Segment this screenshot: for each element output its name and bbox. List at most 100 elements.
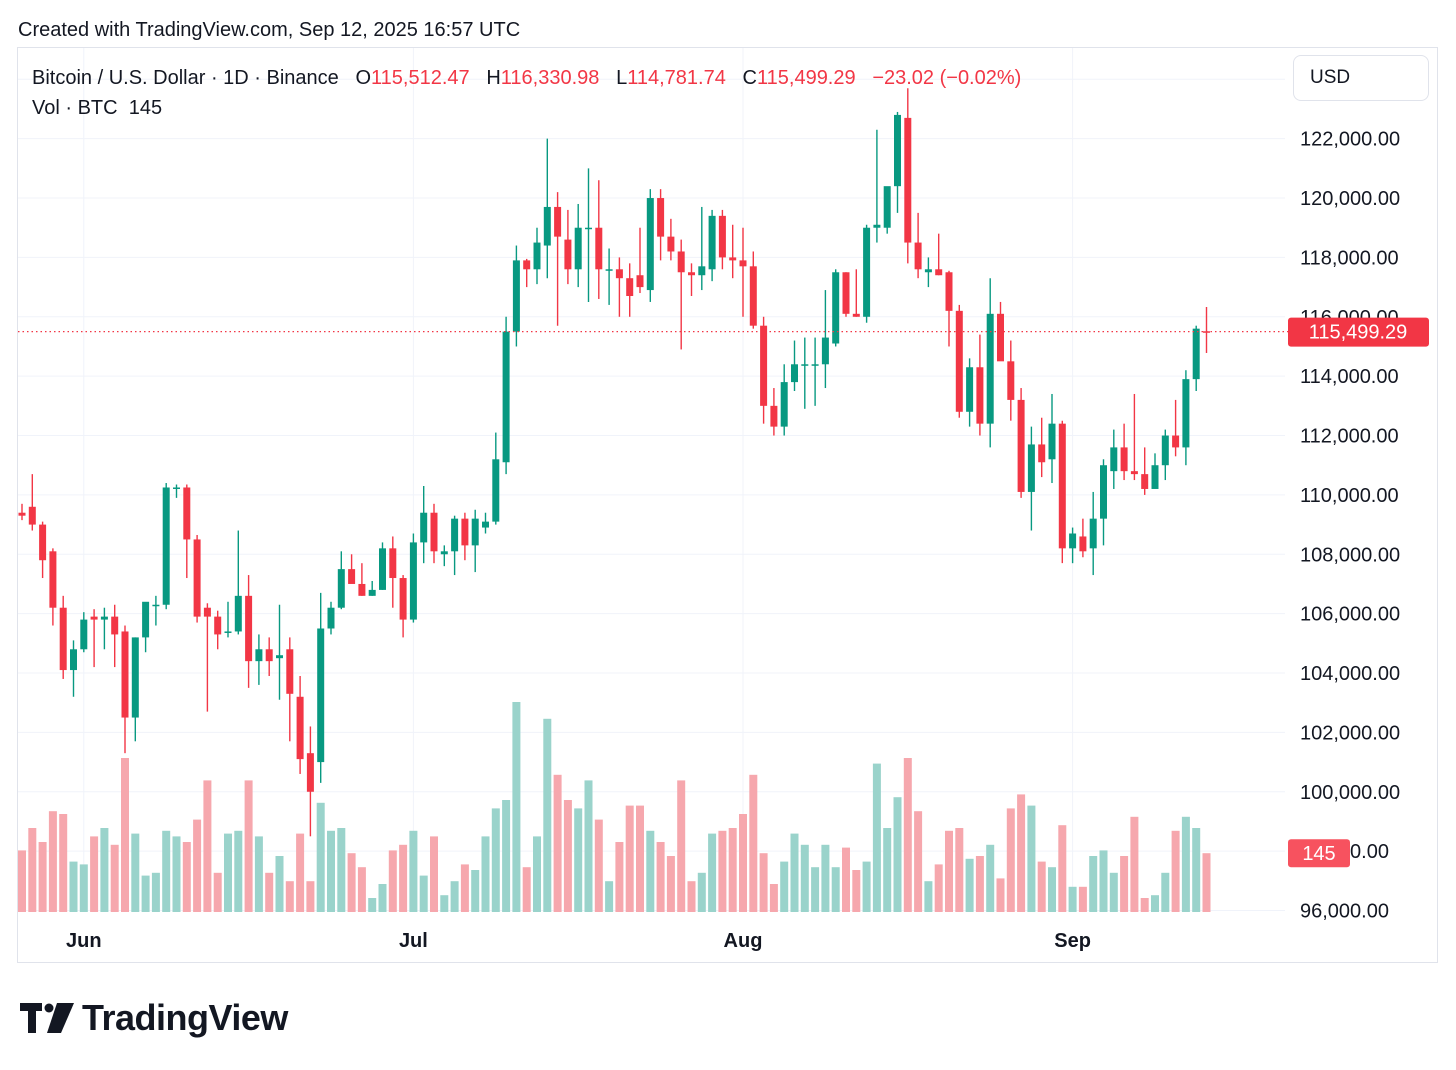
candle-body: [482, 521, 489, 528]
last-price-badge: [1288, 317, 1429, 347]
volume-label[interactable]: Vol · BTC: [32, 97, 118, 119]
candle-body: [554, 206, 562, 237]
candle-body: [935, 269, 943, 276]
candle-body: [791, 364, 798, 383]
volume-bar: [316, 802, 325, 912]
last-price-label: 115,499.29: [1309, 322, 1408, 344]
volume-bar: [533, 836, 541, 912]
close-value: 115,499.29: [757, 67, 856, 89]
candle-body: [461, 518, 469, 546]
volume-bar: [883, 828, 892, 912]
candle-body: [1038, 444, 1046, 463]
volume-bar: [862, 861, 871, 912]
volume-bar: [739, 814, 747, 912]
candle-body: [945, 272, 953, 311]
candle-body: [688, 272, 695, 276]
candle-body: [327, 607, 335, 629]
candle-body: [1058, 423, 1066, 549]
candle-body: [1151, 465, 1159, 489]
volume-bar: [553, 774, 562, 912]
candle-body: [595, 227, 603, 270]
volume-bar: [965, 858, 974, 912]
candle-body: [1069, 533, 1077, 549]
candle-body: [718, 215, 726, 258]
volume-bar: [234, 830, 243, 912]
volume-bar: [945, 830, 953, 912]
candle-body: [183, 487, 191, 540]
candle-body: [842, 272, 850, 314]
y-tick-label: 104,000.00: [1300, 663, 1400, 685]
x-tick-label: Jul: [399, 930, 428, 952]
candle-body: [39, 524, 47, 561]
candle-body: [626, 278, 634, 297]
candle-body: [1079, 536, 1087, 552]
open-value: 115,512.47: [371, 67, 470, 89]
volume-bar: [337, 828, 346, 912]
candle-body: [100, 616, 108, 620]
volume-bar: [1202, 853, 1211, 912]
volume-bar: [162, 830, 171, 912]
candle-body: [317, 628, 325, 763]
volume-bar: [522, 867, 531, 912]
candle-body: [749, 266, 757, 326]
candle-body: [883, 186, 891, 228]
volume-bar: [1089, 856, 1098, 912]
volume-bar: [646, 830, 655, 912]
volume-bar: [1151, 895, 1159, 912]
candle-body: [832, 272, 840, 344]
symbol-title[interactable]: Bitcoin / U.S. Dollar · 1D · Binance: [32, 67, 339, 89]
candle-body: [296, 696, 304, 760]
candle-body: [729, 257, 737, 261]
volume-bar: [1027, 805, 1036, 912]
candle-body: [276, 655, 283, 659]
candle-body: [873, 224, 881, 228]
candle-body: [1007, 361, 1015, 400]
candle-body: [904, 117, 912, 243]
candle-body: [605, 269, 613, 271]
volume-bar: [59, 814, 68, 912]
candle-body: [852, 313, 860, 317]
candle-body: [430, 512, 438, 552]
candle-body: [667, 236, 675, 252]
candle-body: [1100, 465, 1107, 519]
candle-body: [368, 589, 376, 596]
volume-bar: [831, 867, 840, 912]
candle-body: [760, 325, 768, 406]
volume-bar: [697, 872, 706, 912]
volume-bar: [666, 856, 675, 912]
volume-bar: [1037, 861, 1046, 912]
volume-bar: [327, 830, 335, 912]
currency-button[interactable]: USD: [1293, 55, 1429, 101]
volume-bar: [1017, 794, 1026, 912]
candle-body: [492, 459, 500, 522]
volume-bar: [759, 853, 768, 912]
volume-bar: [1078, 886, 1087, 912]
volume-bar: [1099, 850, 1108, 912]
volume-bar: [79, 864, 88, 912]
chart-frame: [17, 47, 1438, 963]
brand-logo: TradingView: [20, 996, 288, 1040]
volume-bar: [450, 881, 459, 912]
x-tick-label: Sep: [1054, 930, 1091, 952]
candle-body: [1089, 518, 1097, 549]
candle-body: [440, 551, 448, 555]
volume-bar: [471, 870, 480, 912]
candle-body: [1027, 444, 1035, 492]
volume-bar: [481, 836, 490, 912]
volume-bar: [605, 881, 614, 912]
candle-body: [955, 310, 963, 412]
candle-body: [1182, 379, 1190, 448]
candle-body: [70, 649, 77, 671]
volume-bar: [708, 833, 717, 912]
candle-body: [142, 601, 150, 638]
candle-body: [111, 616, 119, 635]
candle-body: [646, 198, 654, 291]
volume-bar: [285, 881, 294, 912]
candle-body: [420, 512, 428, 543]
volume-bar: [357, 867, 366, 912]
volume-bar: [852, 870, 861, 912]
volume-bar: [625, 805, 634, 912]
candle-body: [924, 269, 932, 273]
volume-bar: [430, 836, 438, 912]
